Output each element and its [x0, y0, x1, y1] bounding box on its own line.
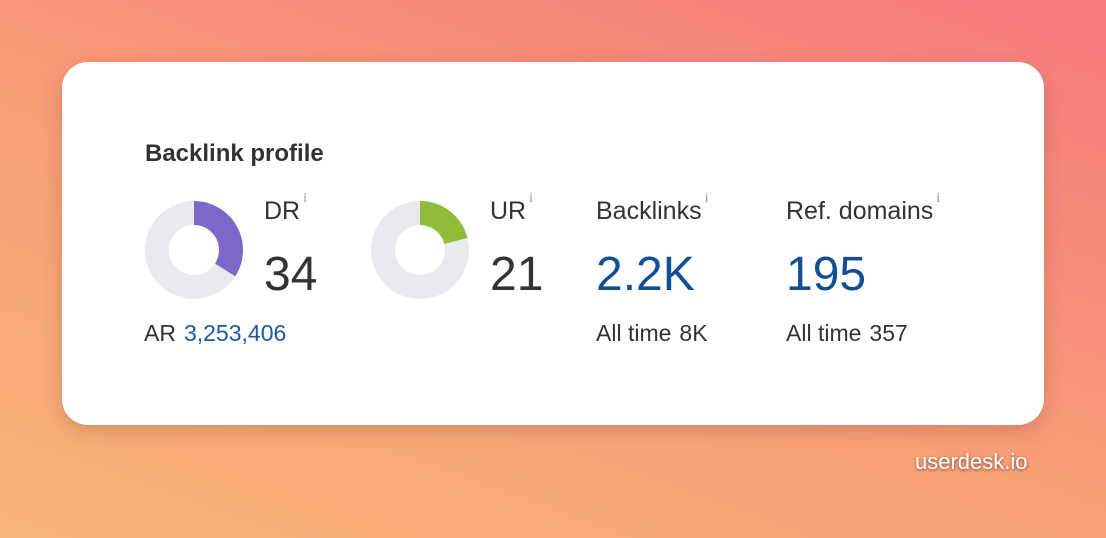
backlinks-label: Backlinks [596, 197, 702, 225]
dr-label-group: DR i [264, 191, 307, 226]
watermark-text: userdesk.io [915, 449, 1028, 474]
ar-row: AR 3,253,406 [144, 320, 286, 347]
ref-domains-label: Ref. domains [786, 197, 934, 225]
ur-donut-chart [371, 201, 469, 299]
backlink-profile-card: Backlink profile DR i 34 AR 3,253,406 UR i … [62, 62, 1044, 425]
dr-label: DR [264, 197, 301, 225]
ref-domains-all-time-label: All time [786, 320, 862, 346]
ref-domains-value-link[interactable]: 195 [786, 248, 867, 301]
backlinks-all-time-row: All time 8K [596, 320, 708, 347]
ar-label: AR [144, 320, 176, 346]
dr-donut-arc [145, 201, 243, 299]
backlinks-label-group: Backlinks i [596, 191, 708, 226]
backlinks-info-icon[interactable]: i [704, 191, 709, 206]
ref-domains-all-time-row: All time 357 [786, 320, 908, 347]
dr-donut-chart [145, 201, 243, 299]
ur-label: UR [490, 197, 527, 225]
backlinks-value-link[interactable]: 2.2K [596, 248, 695, 301]
ref-domains-label-group: Ref. domains i [786, 191, 940, 226]
ur-info-icon[interactable]: i [529, 191, 533, 206]
backlinks-all-time-value: 8K [679, 320, 708, 346]
ref-domains-info-icon[interactable]: i [936, 191, 941, 206]
ur-value: 21 [490, 248, 544, 301]
dr-value: 34 [264, 248, 318, 301]
ur-label-group: UR i [490, 191, 533, 226]
dr-info-icon[interactable]: i [303, 191, 307, 206]
ur-donut-arc [371, 201, 469, 299]
ar-value-link[interactable]: 3,253,406 [183, 320, 287, 346]
backlinks-all-time-label: All time [596, 320, 672, 346]
card-title: Backlink profile [145, 140, 324, 167]
ref-domains-all-time-value: 357 [869, 320, 908, 346]
